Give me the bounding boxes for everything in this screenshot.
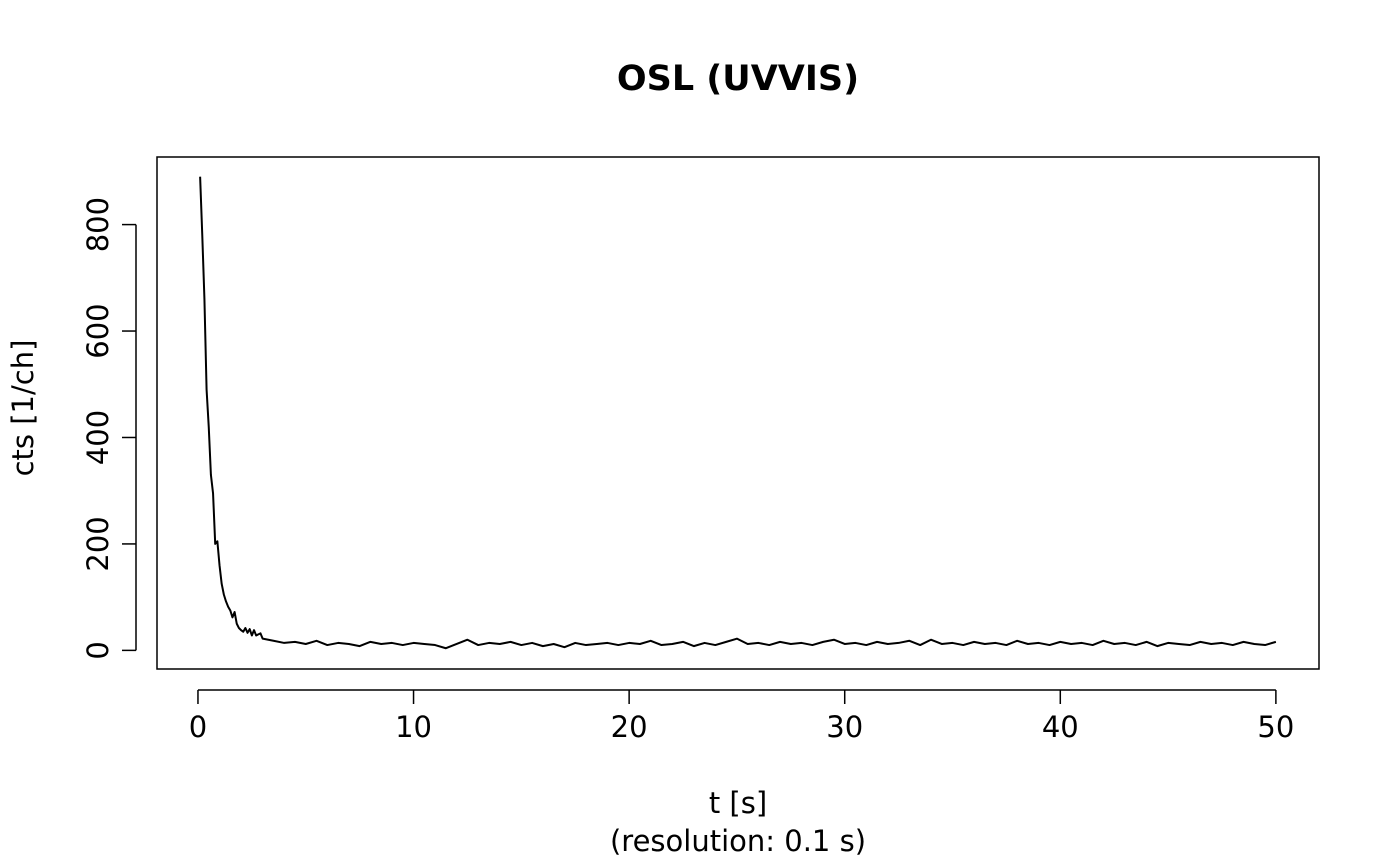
chart-title: OSL (UVVIS): [617, 59, 859, 99]
x-tick-label: 0: [189, 710, 207, 744]
y-tick-label: 600: [81, 303, 115, 358]
x-tick-label: 40: [1042, 710, 1079, 744]
x-tick-label: 20: [611, 710, 648, 744]
y-tick-label: 200: [81, 516, 115, 571]
x-axis-note: (resolution: 0.1 s): [610, 824, 866, 858]
y-axis-label: cts [1/ch]: [6, 340, 40, 477]
y-tick-label: 400: [81, 410, 115, 465]
y-tick-label: 800: [81, 197, 115, 252]
x-tick-label: 30: [826, 710, 863, 744]
data-line: [199, 176, 1277, 650]
plot-box: [156, 156, 1320, 670]
x-axis-label: t [s]: [709, 786, 767, 820]
x-tick-label: 50: [1257, 710, 1294, 744]
x-tick-label: 10: [395, 710, 432, 744]
y-tick-label: 0: [81, 641, 115, 659]
